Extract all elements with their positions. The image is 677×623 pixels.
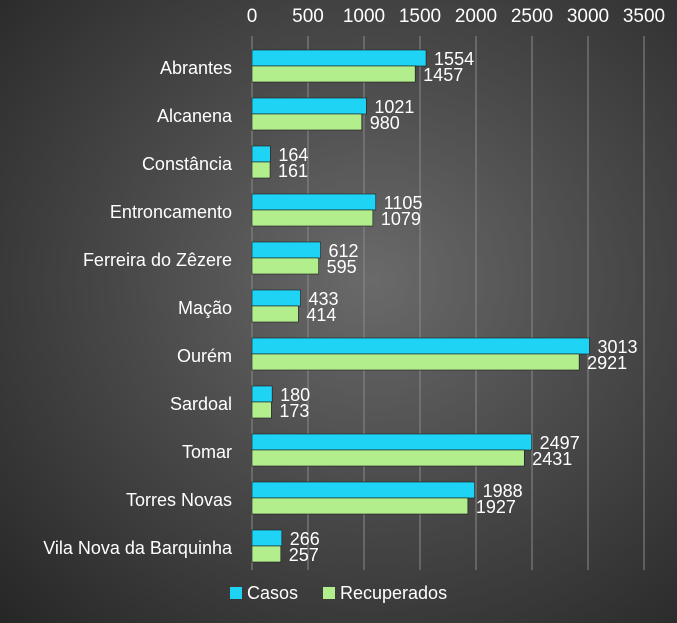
- bar-recuperados: [251, 497, 469, 515]
- x-tick-label: 3000: [567, 6, 609, 27]
- bar-recuperados: [251, 353, 580, 371]
- data-label-casos: 164: [278, 145, 308, 165]
- legend-swatch-recuperados: [323, 587, 335, 599]
- data-label-recuperados: 2431: [532, 449, 572, 469]
- bar-casos: [251, 193, 377, 211]
- data-label-casos: 180: [280, 385, 310, 405]
- category-label: Vila Nova da Barquinha: [43, 538, 233, 558]
- category-label: Ourém: [177, 346, 232, 366]
- category-label: Alcanena: [157, 106, 233, 126]
- x-tick-label: 0: [247, 6, 258, 27]
- bar-recuperados: [251, 401, 272, 419]
- legend-swatch-casos: [230, 587, 242, 599]
- data-label-recuperados: 595: [327, 257, 357, 277]
- bar-casos: [251, 241, 321, 259]
- category-label: Tomar: [182, 442, 232, 462]
- data-label-recuperados: 1927: [476, 497, 516, 517]
- legend-label-casos: Casos: [247, 583, 298, 603]
- legend: Casos Recuperados: [230, 583, 447, 603]
- data-label-casos: 1554: [434, 49, 474, 69]
- x-tick-label: 2000: [455, 6, 497, 27]
- data-label-casos: 433: [308, 289, 338, 309]
- x-tick-label: 500: [292, 6, 324, 27]
- category-label: Constância: [142, 154, 233, 174]
- category-label: Mação: [178, 298, 232, 318]
- x-tick-label: 2500: [511, 6, 553, 27]
- data-label-casos: 266: [290, 529, 320, 549]
- bar-recuperados: [251, 113, 363, 131]
- x-axis-ticks: 0 500 1000 1500 2000 2500 3000 3500: [247, 6, 665, 27]
- bar-casos: [251, 337, 590, 355]
- data-label-recuperados: 1079: [381, 209, 421, 229]
- data-label-recuperados: 173: [279, 401, 309, 421]
- bar-casos: [251, 385, 273, 403]
- bar-recuperados: [251, 449, 525, 467]
- bar-casos: [251, 49, 427, 67]
- data-label-casos: 1021: [374, 97, 414, 117]
- bar-recuperados: [251, 257, 319, 275]
- category-label: Ferreira do Zêzere: [83, 250, 232, 270]
- data-label-recuperados: 257: [289, 545, 319, 565]
- data-label-recuperados: 1457: [423, 65, 463, 85]
- data-label-casos: 2497: [540, 433, 580, 453]
- data-label-casos: 612: [329, 241, 359, 261]
- legend-label-recuperados: Recuperados: [340, 583, 447, 603]
- category-label: Torres Novas: [126, 490, 232, 510]
- bar-casos: [251, 433, 532, 451]
- category-label: Sardoal: [170, 394, 232, 414]
- bar-casos: [251, 145, 271, 163]
- bar-casos: [251, 97, 367, 115]
- category-labels: Abrantes Alcanena Constância Entroncamento F…: [43, 58, 233, 558]
- bar-casos: [251, 529, 283, 547]
- data-label-casos: 1988: [483, 481, 523, 501]
- bar-casos: [251, 481, 475, 499]
- bar-casos: [251, 289, 301, 307]
- category-label: Abrantes: [160, 58, 232, 78]
- data-label-recuperados: 161: [278, 161, 308, 181]
- bar-recuperados: [251, 161, 271, 179]
- data-label-casos: 3013: [597, 337, 637, 357]
- x-tick-label: 1000: [343, 6, 385, 27]
- x-tick-label: 3500: [623, 6, 665, 27]
- bar-recuperados: [251, 305, 299, 323]
- bar-recuperados: [251, 65, 416, 83]
- x-tick-label: 1500: [399, 6, 441, 27]
- category-label: Entroncamento: [110, 202, 232, 222]
- data-label-recuperados: 980: [370, 113, 400, 133]
- bar-recuperados: [251, 545, 282, 563]
- bar-recuperados: [251, 209, 374, 227]
- data-label-recuperados: 414: [306, 305, 336, 325]
- data-label-recuperados: 2921: [587, 353, 627, 373]
- data-label-casos: 1105: [384, 193, 423, 213]
